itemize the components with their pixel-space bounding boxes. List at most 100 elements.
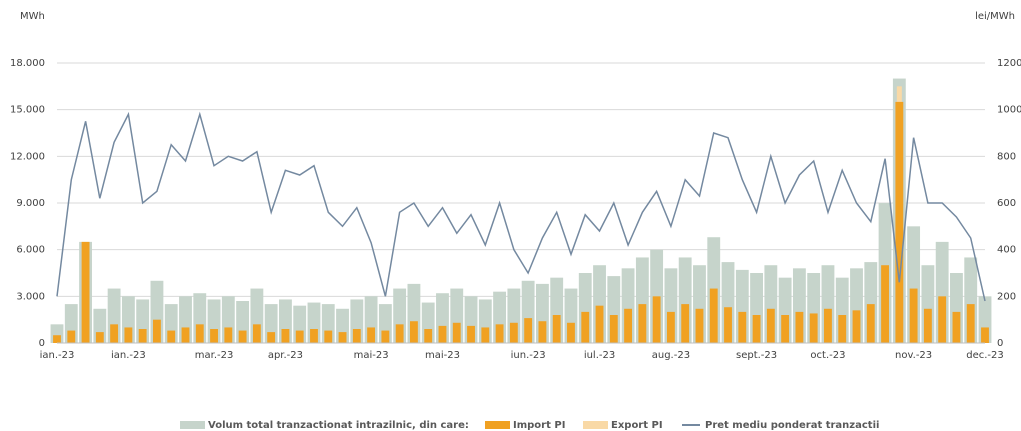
bar [481, 327, 490, 343]
bar [652, 296, 661, 343]
x-tick-label: mai-23 [354, 350, 389, 361]
y-tick-label: 3.000 [16, 291, 45, 302]
y-tick-label: 6.000 [16, 245, 45, 256]
legend-label: Pret mediu ponderat tranzactii [705, 420, 879, 431]
bar [638, 304, 647, 343]
bar [666, 311, 675, 343]
bar [424, 329, 433, 343]
legend-label: Export PI [611, 420, 663, 431]
bar [509, 322, 518, 343]
y2-axis-unit: lei/MWh [975, 11, 1015, 22]
bar [110, 324, 119, 343]
bar [252, 324, 261, 343]
bar [153, 319, 161, 343]
bar [210, 329, 218, 343]
y-tick-label: 18.000 [10, 58, 45, 69]
bar [310, 329, 318, 343]
y-tick-label: 0 [39, 338, 45, 349]
price-line [56, 111, 986, 302]
x-tick-label: ian.-23 [111, 350, 146, 361]
bar [295, 330, 304, 343]
bar [495, 324, 504, 343]
bar [695, 308, 704, 343]
x-tick-label: nov.-23 [895, 350, 932, 361]
bar [238, 330, 247, 343]
bar [809, 313, 818, 343]
bar [438, 325, 447, 343]
bar [167, 330, 176, 343]
bar [952, 311, 961, 343]
bar [981, 327, 989, 343]
bar [724, 307, 732, 343]
bar [53, 335, 61, 343]
bar [538, 321, 547, 343]
y-axis-unit: MWh [20, 11, 45, 22]
bar [338, 332, 347, 343]
x-tick-label: oct.-23 [810, 350, 845, 361]
bar [581, 311, 590, 343]
bar [966, 304, 975, 343]
y2-tick-label: 400 [997, 245, 1016, 256]
x-tick-label: sept.-23 [736, 350, 777, 361]
bar [595, 305, 604, 343]
bar [124, 327, 133, 343]
y2-tick-label: 800 [997, 151, 1016, 162]
bar [709, 288, 718, 343]
bar [224, 327, 233, 343]
bar [181, 327, 190, 343]
bar [267, 332, 276, 343]
x-tick-label: ian.-23 [40, 350, 75, 361]
bar [567, 322, 575, 343]
legend-label: Volum total tranzactionat intrazilnic, d… [208, 420, 469, 431]
bar [552, 315, 561, 343]
y2-tick-label: 200 [997, 291, 1016, 302]
bar [624, 308, 633, 343]
bar [81, 241, 90, 343]
bar [838, 315, 847, 343]
legend-swatch [583, 421, 608, 429]
x-tick-label: mai-23 [425, 350, 460, 361]
bar [352, 329, 361, 343]
legend-swatch [180, 421, 205, 429]
x-tick-label: aug.-23 [652, 350, 690, 361]
bar [795, 311, 804, 343]
y2-tick-label: 0 [997, 338, 1003, 349]
bar [409, 321, 418, 343]
y2-tick-label: 1000 [997, 105, 1021, 116]
bar [781, 315, 790, 343]
x-tick-label: iul.-23 [584, 350, 615, 361]
bar [852, 310, 861, 343]
x-tick-label: apr.-23 [268, 350, 303, 361]
bar [281, 329, 290, 343]
legend-label: Import PI [513, 420, 565, 431]
bar [895, 101, 904, 343]
bar [467, 325, 475, 343]
bar [367, 327, 376, 343]
bar [67, 330, 76, 343]
bar [395, 324, 404, 343]
bar [766, 308, 775, 343]
bar [824, 308, 832, 343]
bar [909, 288, 918, 343]
bar [452, 322, 461, 343]
y-tick-label: 9.000 [16, 198, 45, 209]
x-tick-label: dec.-23 [966, 350, 1004, 361]
bar [938, 296, 947, 343]
y2-tick-label: 600 [997, 198, 1016, 209]
x-tick-label: mar.-23 [195, 350, 234, 361]
y-tick-label: 15.000 [10, 105, 45, 116]
bar [923, 308, 932, 343]
bar [324, 330, 333, 343]
bar [195, 324, 204, 343]
bar [866, 304, 875, 343]
bar [681, 304, 690, 343]
bar [609, 315, 618, 343]
legend-swatch [485, 421, 510, 429]
y2-tick-label: 1200 [997, 58, 1021, 69]
bar [95, 332, 104, 343]
bar [524, 318, 533, 343]
y-tick-label: 12.000 [10, 151, 45, 162]
bar [381, 330, 390, 343]
bar [738, 311, 747, 343]
